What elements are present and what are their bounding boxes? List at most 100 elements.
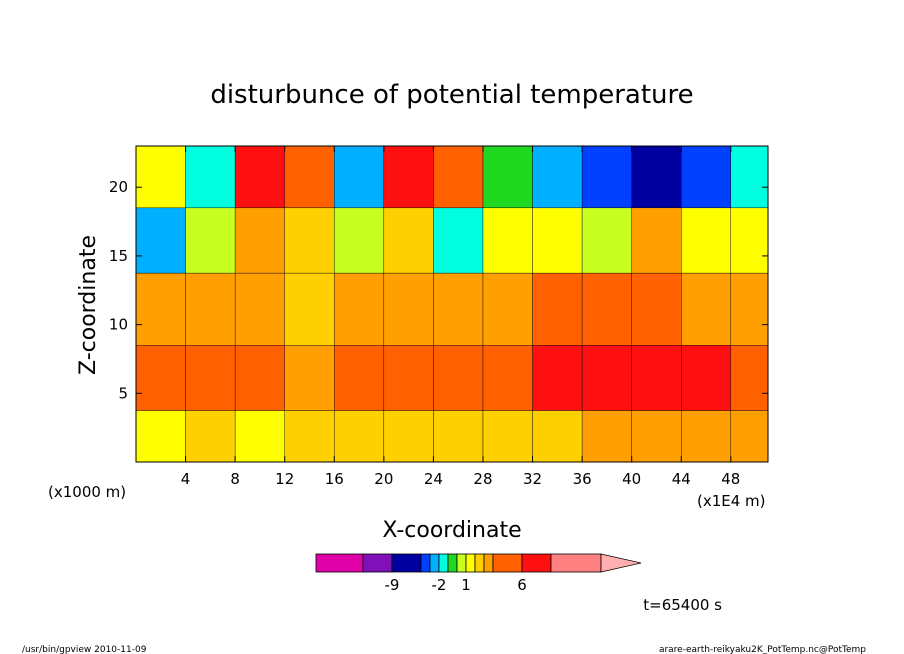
x-axis-label: X-coordinate: [382, 518, 521, 543]
x-tick-label: 20: [374, 470, 393, 488]
heatmap-cell: [681, 272, 732, 346]
heatmap-cell: [532, 145, 583, 209]
heatmap-cell: [482, 410, 533, 463]
heatmap-cell: [135, 410, 186, 463]
heatmap-cell: [581, 410, 632, 463]
heatmap-cell: [383, 410, 434, 463]
colorbar-tick-label: 6: [517, 576, 527, 594]
colorbar-segment: [447, 553, 458, 573]
y-tick-label: 20: [109, 178, 128, 196]
heatmap-cell: [185, 207, 236, 274]
y-tick-label: 15: [109, 247, 128, 265]
heatmap-cell: [482, 345, 533, 411]
heatmap-cell: [234, 207, 285, 274]
heatmap-cell: [482, 145, 533, 209]
heatmap-cell: [482, 207, 533, 274]
x-tick-label: 40: [622, 470, 641, 488]
colorbar-segment: [492, 553, 523, 573]
heatmap-cell: [681, 345, 732, 411]
heatmap-cell: [631, 145, 682, 209]
heatmap-cell: [383, 272, 434, 346]
colorbar-segment: [315, 553, 364, 573]
heatmap-cell: [383, 145, 434, 209]
heatmap-cell: [681, 207, 732, 274]
heatmap-cell: [730, 345, 769, 411]
colorbar-segment: [420, 553, 431, 573]
heatmap-cell: [135, 345, 186, 411]
heatmap-cell: [284, 207, 335, 274]
colorbar-segment: [521, 553, 552, 573]
heatmap-cell: [730, 207, 769, 274]
y-unit-label: (x1000 m): [48, 483, 126, 501]
x-tick-label: 32: [523, 470, 542, 488]
heatmap-cell: [631, 272, 682, 346]
chart-title: disturbunce of potential temperature: [210, 80, 693, 110]
heatmap-cell: [135, 145, 186, 209]
heatmap-cell: [433, 145, 484, 209]
heatmap-cell: [730, 410, 769, 463]
colorbar: [315, 553, 642, 573]
y-tick-label: 10: [109, 316, 128, 334]
x-tick-label: 44: [672, 470, 691, 488]
time-label: t=65400 s: [643, 596, 722, 614]
heatmap-cell: [284, 272, 335, 346]
heatmap-cell: [730, 145, 769, 209]
footer-left: /usr/bin/gpview 2010-11-09: [22, 645, 147, 654]
x-tick-label: 4: [181, 470, 191, 488]
heatmap-cell: [334, 410, 385, 463]
heatmap-cell: [482, 272, 533, 346]
heatmap-cell: [185, 345, 236, 411]
colorbar-segment: [483, 553, 494, 573]
x-tick-label: 48: [721, 470, 740, 488]
colorbar-segment: [456, 553, 467, 573]
colorbar-tick-label: 1: [461, 576, 471, 594]
heatmap-cells: [135, 145, 769, 463]
colorbar-segment: [465, 553, 476, 573]
heatmap-cell: [433, 345, 484, 411]
heatmap-cell: [532, 345, 583, 411]
y-tick-label: 5: [118, 384, 128, 402]
heatmap-cell: [185, 272, 236, 346]
heatmap-cell: [532, 410, 583, 463]
heatmap-cell: [334, 272, 385, 346]
heatmap-cell: [185, 145, 236, 209]
heatmap-cell: [433, 207, 484, 274]
heatmap-cell: [234, 410, 285, 463]
heatmap-cell: [284, 145, 335, 209]
x-tick-label: 36: [573, 470, 592, 488]
heatmap-cell: [284, 410, 335, 463]
heatmap-cell: [234, 145, 285, 209]
colorbar-segment: [438, 553, 449, 573]
heatmap-cell: [433, 410, 484, 463]
heatmap-cell: [284, 345, 335, 411]
heatmap-cell: [631, 207, 682, 274]
heatmap-cell: [334, 345, 385, 411]
colorbar-tick-label: -2: [432, 576, 447, 594]
y-axis-ticks: 5 10 15 20: [109, 178, 768, 402]
colorbar-segment: [474, 553, 485, 573]
colorbar-segment: [362, 553, 393, 573]
colorbar-segment: [550, 553, 602, 573]
heatmap-cell: [135, 207, 186, 274]
heatmap-cell: [581, 345, 632, 411]
x-unit-label: (x1E4 m): [697, 492, 766, 510]
heatmap-cell: [631, 410, 682, 463]
x-tick-label: 28: [473, 470, 492, 488]
heatmap-cell: [730, 272, 769, 346]
heatmap-cell: [581, 272, 632, 346]
heatmap-cell: [185, 410, 236, 463]
heatmap-cell: [581, 145, 632, 209]
x-tick-label: 12: [275, 470, 294, 488]
heatmap-cell: [383, 207, 434, 274]
heatmap-cell: [581, 207, 632, 274]
heatmap-cell: [334, 145, 385, 209]
plot-frame: [135, 145, 769, 463]
x-tick-label: 24: [424, 470, 443, 488]
heatmap-cell: [234, 345, 285, 411]
heatmap-cell: [532, 207, 583, 274]
colorbar-extend-arrow: [600, 553, 642, 573]
x-tick-label: 16: [325, 470, 344, 488]
colorbar-tick-label: -9: [385, 576, 400, 594]
heatmap-cell: [681, 145, 732, 209]
